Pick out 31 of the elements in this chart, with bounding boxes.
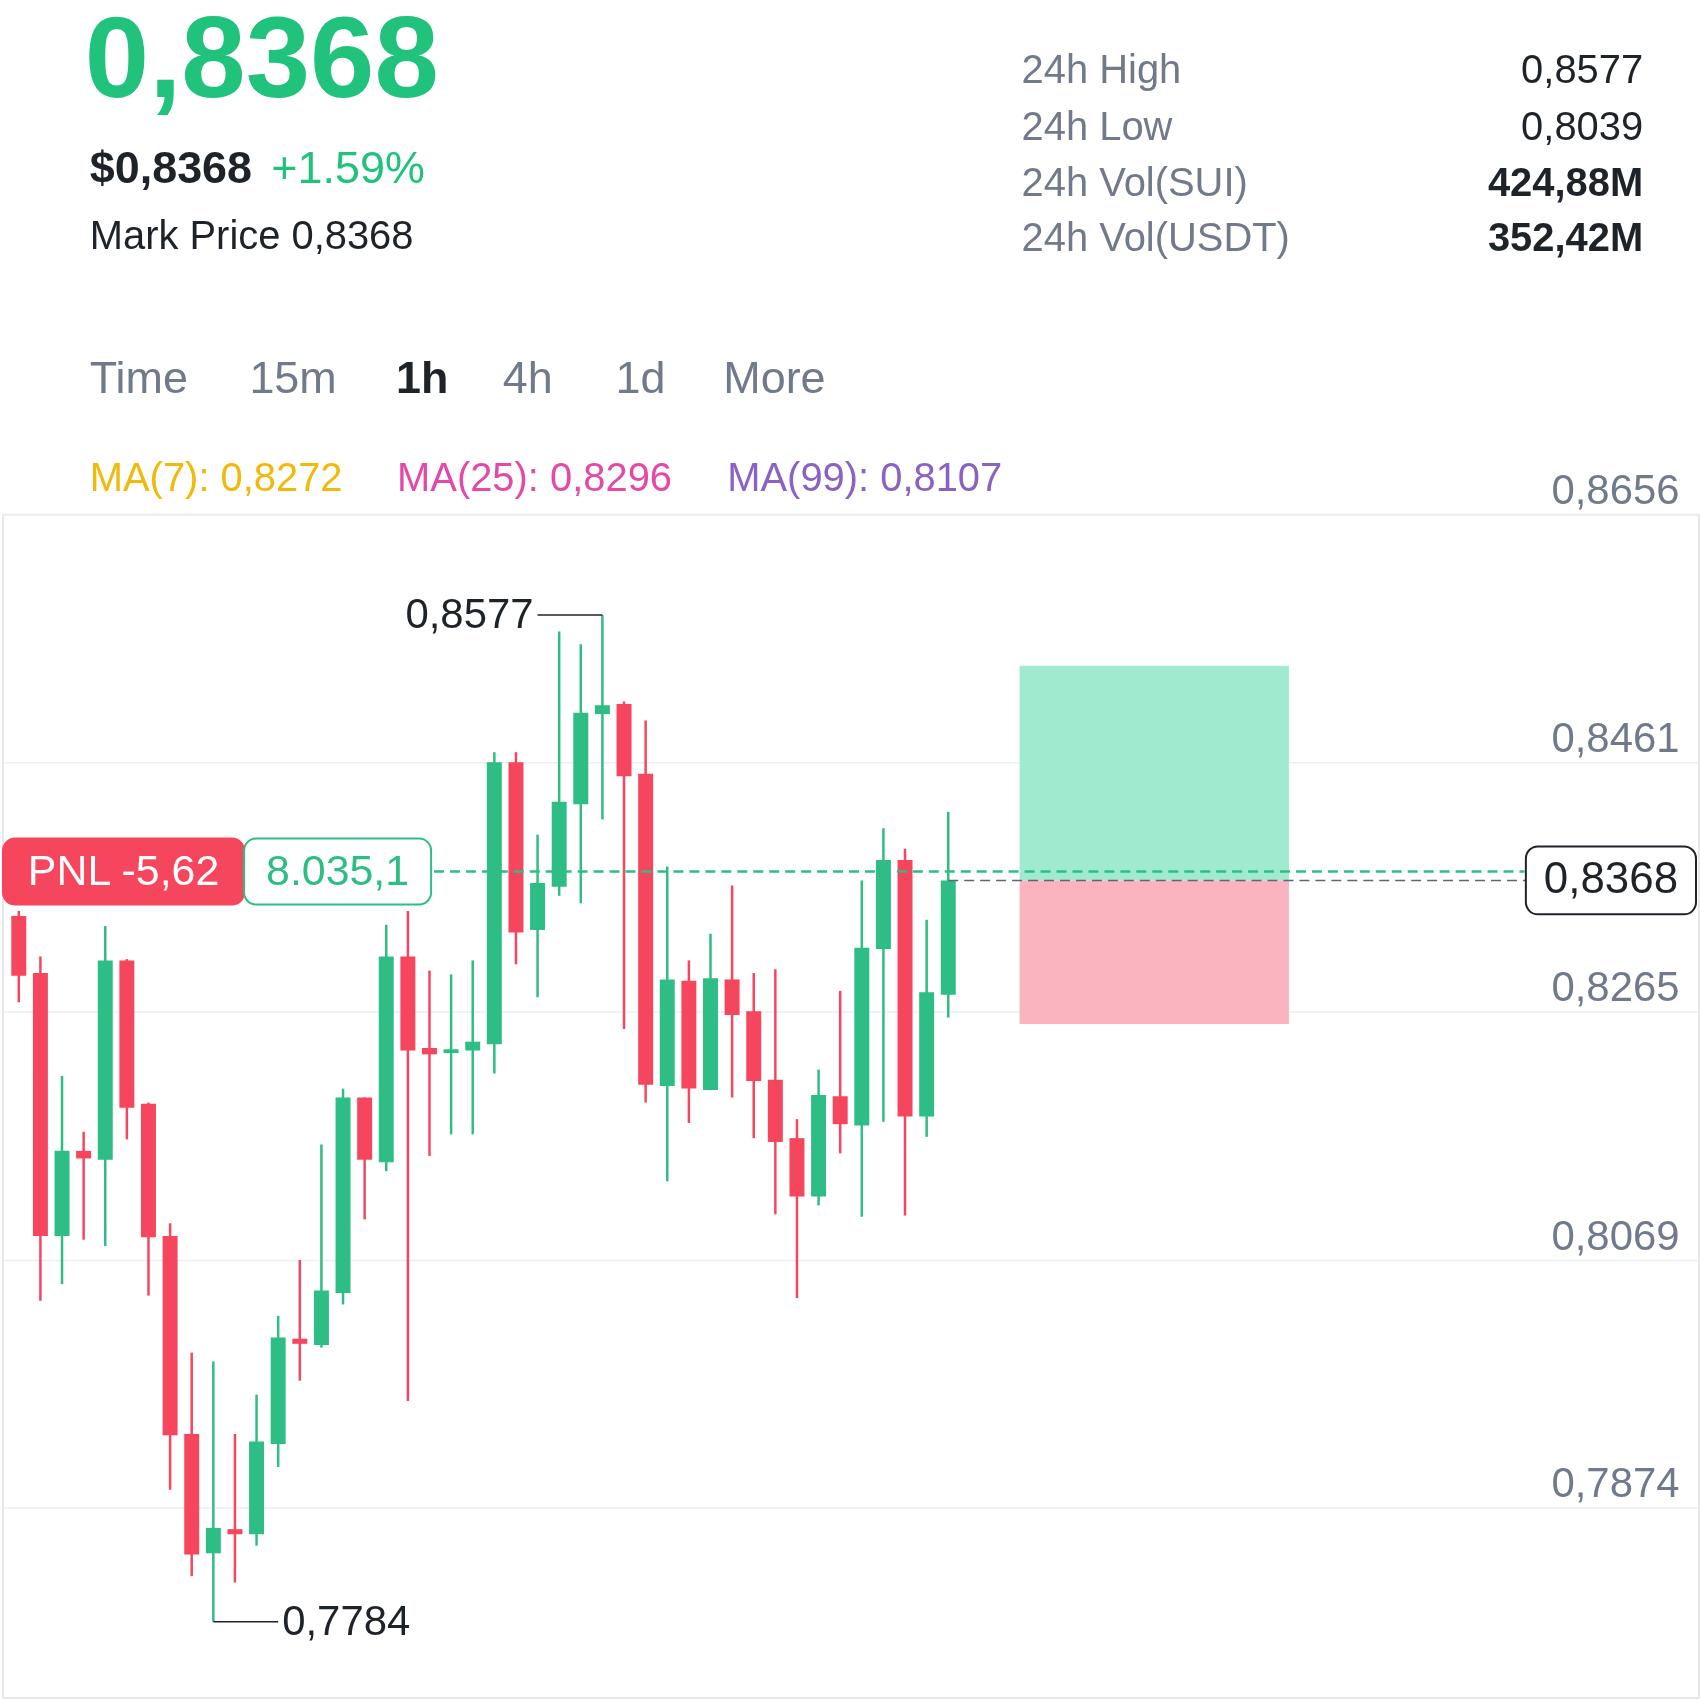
text: 24h Vol(SUI) (1021, 159, 1248, 204)
text: 15m (249, 352, 337, 404)
text: 0,8577 (1521, 46, 1644, 91)
y-tick-label: 0,8461 (1551, 713, 1680, 761)
text: 1d (615, 352, 666, 404)
annotation: 0,7784 (282, 1596, 411, 1644)
annotation: 8.035,1 (266, 845, 410, 894)
text: More (723, 352, 826, 404)
text: 4h (502, 352, 553, 404)
y-tick-label: 0,8265 (1551, 962, 1680, 1010)
text: Mark Price 0,8368 (89, 213, 414, 258)
text: 352,42M (1487, 215, 1644, 260)
text: 424,88M (1487, 159, 1644, 204)
text: 24h High (1021, 46, 1182, 91)
text: Time (89, 352, 188, 404)
annotation: 0,8577 (405, 590, 534, 638)
annotation: PNL -5,62 (27, 845, 220, 894)
text: +1.59% (271, 141, 425, 193)
chart-title: 0,8368 (84, 0, 439, 122)
text: 1h (396, 352, 449, 404)
y-tick-label: 0,8069 (1551, 1211, 1680, 1259)
text: 0,8039 (1521, 103, 1644, 148)
text: MA(25): 0,8296 (397, 454, 673, 499)
ref-line-label: 0,8368 (1543, 853, 1679, 903)
text: 24h Vol(USDT) (1021, 215, 1290, 260)
text: 24h Low (1021, 103, 1173, 148)
text: $0,8368 (89, 141, 253, 193)
y-tick-label: 0,7874 (1551, 1459, 1680, 1507)
y-tick-label: 0,8656 (1551, 466, 1680, 514)
text: MA(7): 0,8272 (89, 454, 343, 499)
text: MA(99): 0,8107 (727, 454, 1003, 499)
